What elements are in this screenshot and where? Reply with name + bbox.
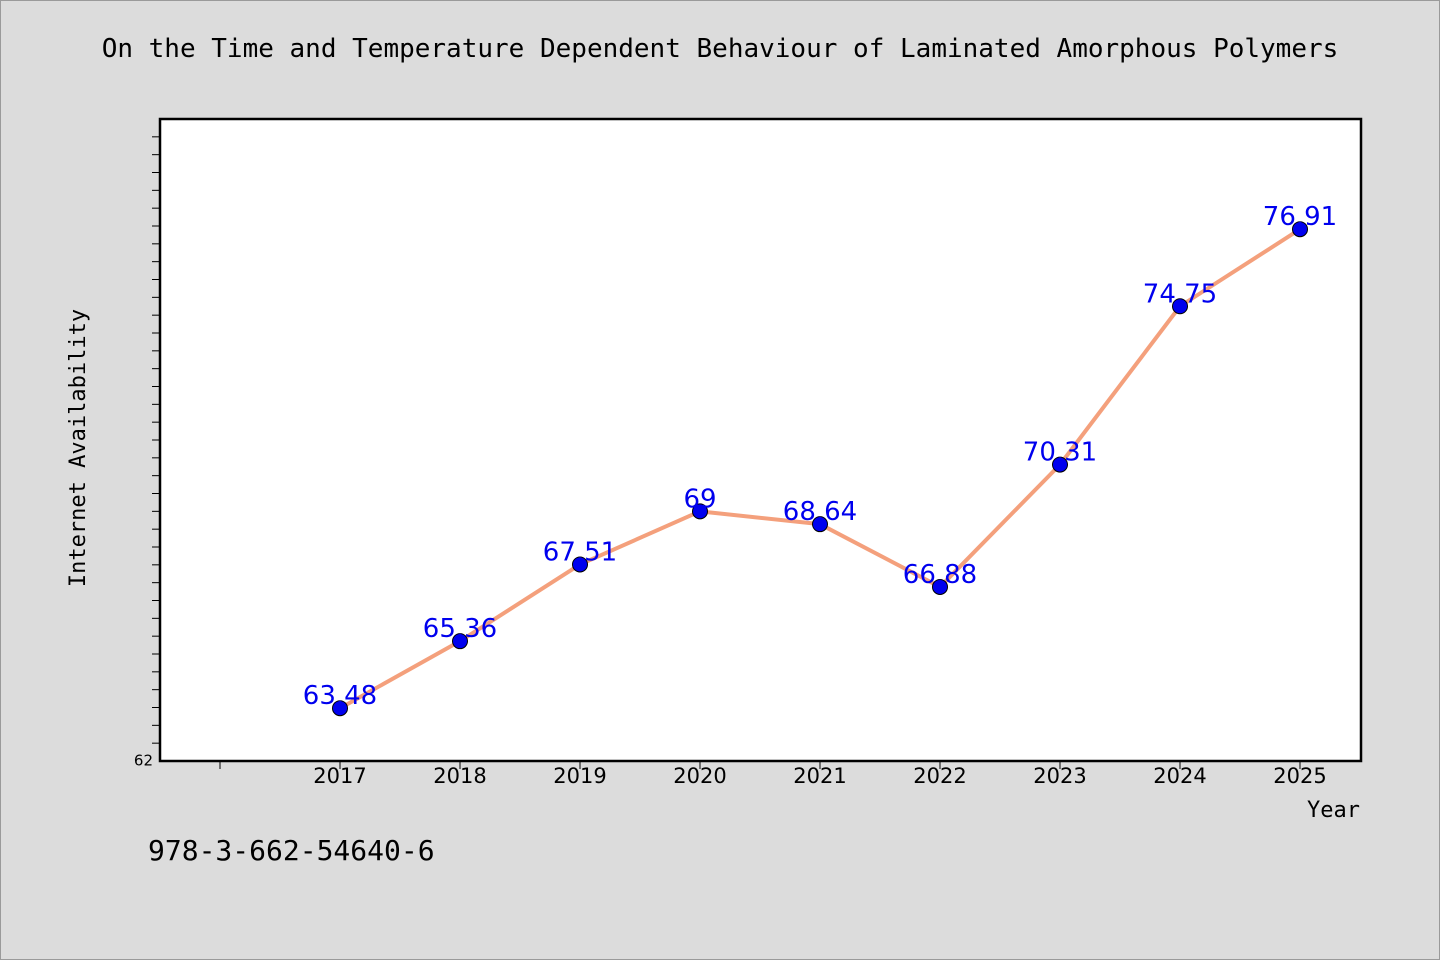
data-point: [812, 516, 828, 533]
data-point: [1292, 221, 1308, 238]
x-tick-label: 2022: [913, 764, 966, 788]
data-label: 70.31: [1023, 438, 1097, 468]
x-tick-label: 2020: [673, 764, 726, 788]
data-point: [932, 578, 948, 595]
data-label: 65.36: [423, 614, 497, 644]
data-label: 74.75: [1143, 279, 1217, 309]
x-tick-label: 2025: [1273, 764, 1326, 788]
x-tick-label: 2019: [553, 764, 606, 788]
x-tick-label: 2023: [1033, 764, 1086, 788]
x-tick-label: 2018: [433, 764, 486, 788]
data-label: 66.88: [903, 560, 977, 590]
data-label: 63.48: [303, 681, 377, 711]
data-label: 76.91: [1263, 202, 1337, 232]
data-point: [452, 633, 468, 650]
x-tick-label: 2024: [1153, 764, 1206, 788]
data-point: [692, 503, 708, 520]
data-label: 67.51: [543, 537, 617, 567]
data-point: [332, 700, 348, 717]
x-axis-label: Year: [1307, 798, 1360, 823]
x-tick-label: 2017: [313, 764, 366, 788]
data-label: 68.64: [783, 497, 857, 527]
data-point: [572, 556, 588, 573]
data-point: [1172, 298, 1188, 315]
y-tick-label: 62: [134, 752, 153, 770]
series-layer: 63.48 65.36 67.51 69 68.64 66.88 70.31 74.75 76.…: [303, 202, 1337, 717]
x-tick-label: 2021: [793, 764, 846, 788]
x-axis-ticks: 2017 2018 2019 2020 2021 2022 2023 2024 2025: [219, 761, 1327, 788]
chart-title: On the Time and Temperature Dependent Be…: [101, 34, 1339, 64]
isbn-text: 978-3-662-54640-6: [148, 834, 435, 867]
data-label: 69: [683, 484, 716, 514]
y-axis-label: Internet Availability: [66, 309, 91, 587]
plot-area: [158, 117, 1363, 763]
y-axis-ticks: 62: [134, 136, 160, 770]
data-point: [1052, 456, 1068, 473]
